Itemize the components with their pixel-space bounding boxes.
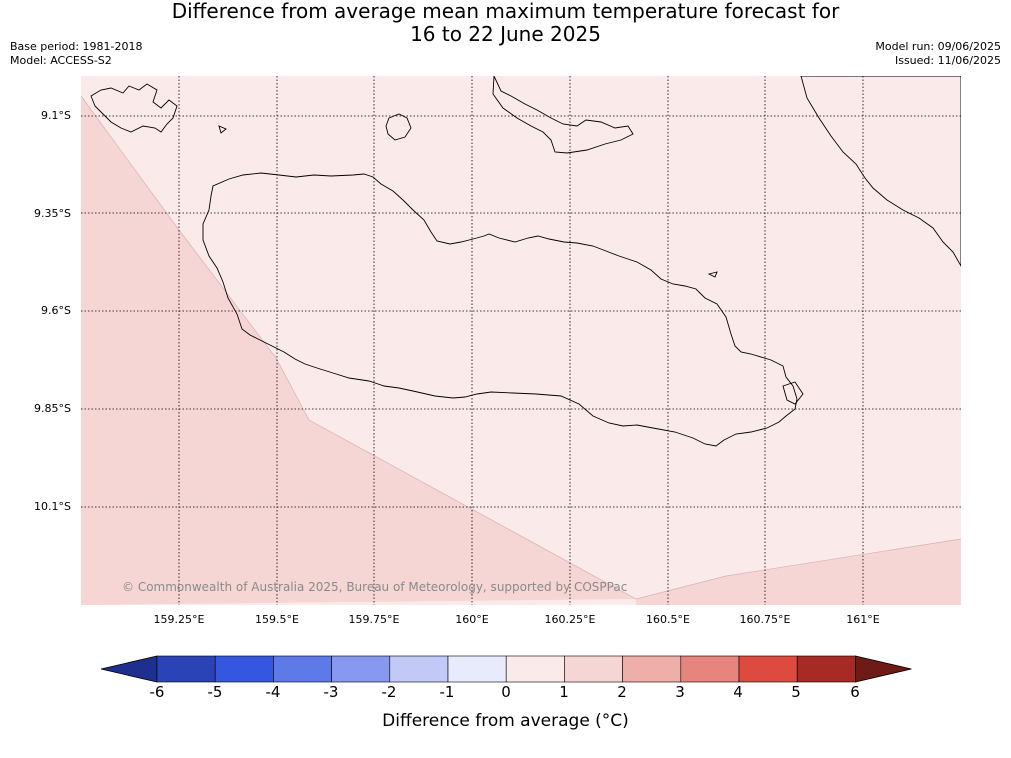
meta-right: Model run: 09/06/2025 Issued: 11/06/2025	[875, 40, 1001, 68]
colorbar-tick: -2	[381, 683, 397, 701]
lon-label-160-5: 160.5°E	[646, 613, 690, 626]
colorbar-tick: -6	[149, 683, 165, 701]
colorbar-segment	[505, 655, 565, 683]
lon-label-159-25: 159.25°E	[153, 613, 205, 626]
colorbar-segment	[738, 655, 798, 683]
islet-west	[218, 125, 227, 134]
colorbar-tick: -5	[207, 683, 223, 701]
coastlines	[90, 76, 961, 447]
russell-islands	[90, 83, 178, 133]
base-period: Base period: 1981-2018	[10, 40, 143, 53]
malaita-coastline	[800, 76, 961, 267]
colorbar	[100, 655, 912, 683]
lon-label-160-25: 160.25°E	[544, 613, 596, 626]
colorbar-segment	[447, 655, 507, 683]
lon-label-159-5: 159.5°E	[255, 613, 299, 626]
colorbar-tick: 2	[617, 683, 627, 701]
colorbar-segment	[156, 655, 216, 683]
lat-label-9-35: 9.35°S	[34, 207, 71, 220]
lat-label-9-6: 9.6°S	[41, 304, 71, 317]
colorbar-label: Difference from average (°C)	[382, 711, 629, 731]
colorbar-tick: 6	[850, 683, 860, 701]
florida-islands	[492, 76, 634, 154]
title-line-1: Difference from average mean maximum tem…	[171, 0, 840, 23]
colorbar-segment	[214, 655, 274, 683]
lon-label-159-75: 159.75°E	[348, 613, 400, 626]
title-line-2: 16 to 22 June 2025	[410, 22, 601, 46]
copyright-notice: © Commonwealth of Australia 2025, Bureau…	[122, 580, 628, 594]
map-panel	[81, 76, 961, 605]
lat-label-9-1: 9.1°S	[41, 109, 71, 122]
colorbar-segment	[389, 655, 449, 683]
colorbar-tick: 3	[675, 683, 685, 701]
colorbar-segment	[331, 655, 391, 683]
colorbar-tick: 5	[791, 683, 801, 701]
model-run: Model run: 09/06/2025	[875, 40, 1001, 53]
meta-left: Base period: 1981-2018 Model: ACCESS-S2	[10, 40, 142, 68]
colorbar-segment	[680, 655, 740, 683]
region-one-to-two-southeast	[636, 539, 961, 605]
colorbar-segment	[273, 655, 332, 683]
colorbar-tick: 1	[559, 683, 569, 701]
lat-label-10-1: 10.1°S	[34, 500, 71, 513]
region-boundary	[81, 95, 961, 600]
colorbar-tick: -3	[323, 683, 339, 701]
colorbar-extend-low	[100, 655, 158, 683]
region-one-to-two-west	[81, 96, 636, 605]
colorbar-segment	[796, 655, 856, 683]
colorbar-segment	[564, 655, 623, 683]
model-name: Model: ACCESS-S2	[10, 54, 112, 67]
lon-label-160: 160°E	[455, 613, 489, 626]
lon-label-160-75: 160.75°E	[739, 613, 791, 626]
lat-label-9-85: 9.85°S	[34, 402, 71, 415]
colorbar-tick: 4	[733, 683, 743, 701]
lon-label-161: 161°E	[846, 613, 880, 626]
colorbar-tick: -4	[265, 683, 281, 701]
guadalcanal-east-islets	[707, 271, 804, 405]
graticule	[81, 76, 961, 605]
issued-date: Issued: 11/06/2025	[894, 54, 1001, 67]
colorbar-tick: -1	[439, 683, 455, 701]
colorbar-tick: 0	[501, 683, 511, 701]
colorbar-extend-high	[855, 655, 912, 683]
chart-title: Difference from average mean maximum tem…	[0, 0, 1011, 46]
savo-island	[385, 113, 412, 141]
guadalcanal-coastline	[202, 172, 798, 447]
colorbar-segment	[622, 655, 682, 683]
